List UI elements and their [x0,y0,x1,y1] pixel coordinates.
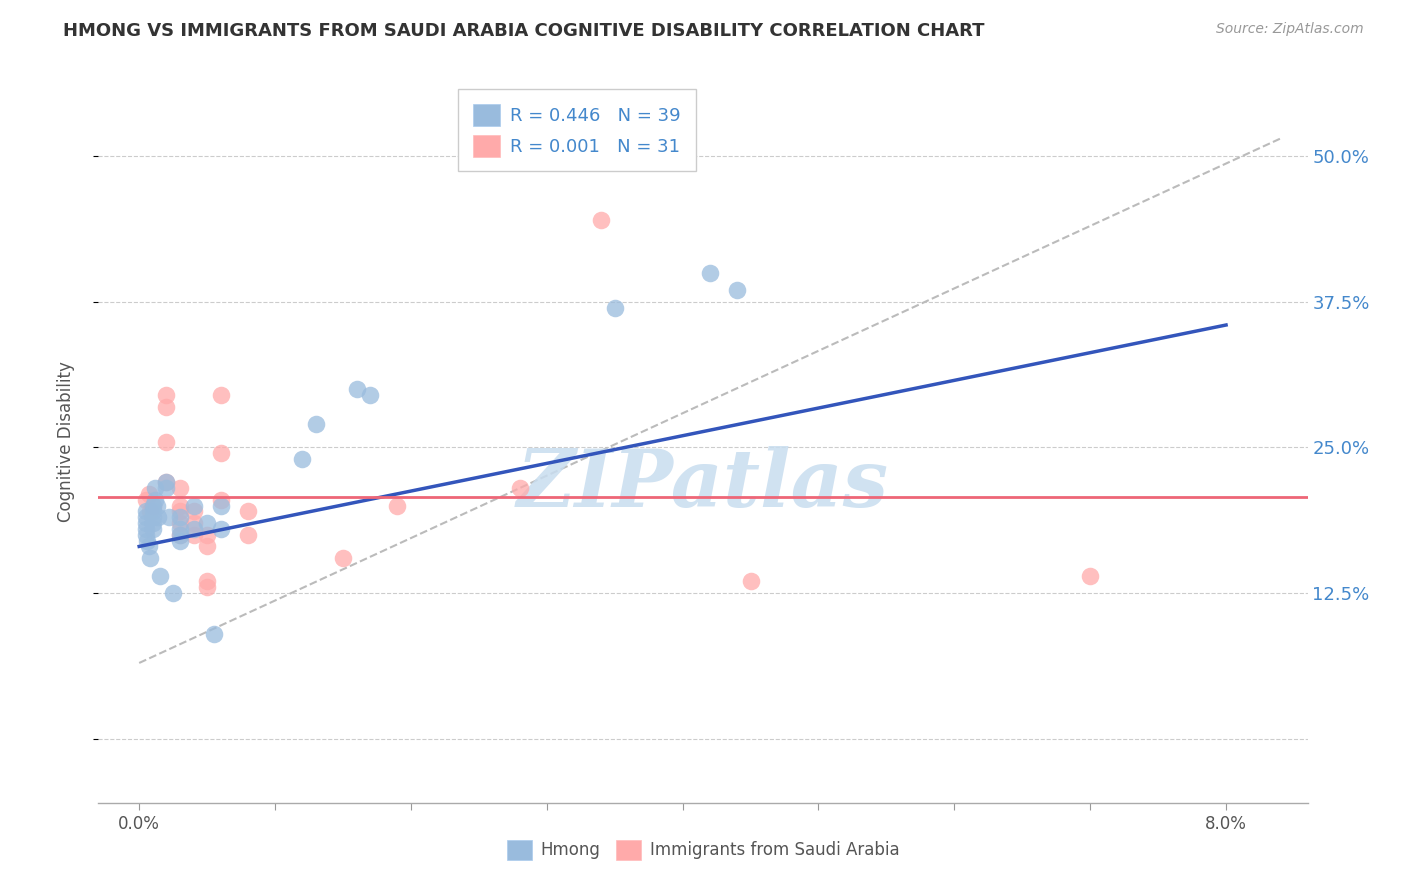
Point [169,528,191,542]
Point [169,528,191,542]
Point [157,510,180,524]
Y-axis label: Cognitive Disability: Cognitive Disability [56,361,75,522]
Legend: Hmong, Immigrants from Saudi Arabia: Hmong, Immigrants from Saudi Arabia [501,833,905,867]
Point [209,388,232,402]
Point [155,388,177,402]
Point [195,516,218,530]
Point [236,504,259,518]
Point [169,510,191,524]
Point [346,382,368,396]
Point [183,528,205,542]
Point [195,580,218,594]
Point [146,499,169,513]
Point [135,504,157,518]
Text: ZIPatlas: ZIPatlas [517,446,889,524]
Point [209,522,232,536]
Point [509,481,531,495]
Point [148,510,170,524]
Point [145,492,167,507]
Point [155,475,177,490]
Point [195,540,218,554]
Text: Source: ZipAtlas.com: Source: ZipAtlas.com [1216,22,1364,37]
Point [136,533,159,548]
Point [291,452,314,467]
Point [603,301,626,315]
Point [236,528,259,542]
Point [155,434,177,449]
Point [142,504,165,518]
Point [591,213,613,227]
Point [195,528,218,542]
Text: HMONG VS IMMIGRANTS FROM SAUDI ARABIA COGNITIVE DISABILITY CORRELATION CHART: HMONG VS IMMIGRANTS FROM SAUDI ARABIA CO… [63,22,984,40]
Point [387,499,409,513]
Point [195,574,218,589]
Point [183,499,205,513]
Point [139,551,162,566]
Point [135,492,157,507]
Point [135,510,157,524]
Point [135,522,157,536]
Point [142,499,165,513]
Point [138,487,160,501]
Point [183,516,205,530]
Point [155,400,177,414]
Point [138,540,160,554]
Point [148,568,170,582]
Point [155,475,177,490]
Point [202,627,225,641]
Point [142,499,165,513]
Point [142,516,165,530]
Point [169,504,191,518]
Point [155,481,177,495]
Point [699,266,721,280]
Point [1078,568,1101,582]
Point [145,481,167,495]
Point [135,516,157,530]
Point [169,522,191,536]
Point [209,446,232,460]
Point [725,283,748,297]
Point [169,533,191,548]
Point [169,499,191,513]
Point [183,522,205,536]
Point [169,481,191,495]
Point [359,388,381,402]
Point [332,551,354,566]
Point [139,504,162,518]
Point [135,528,157,542]
Point [305,417,328,431]
Point [162,586,184,600]
Point [209,492,232,507]
Point [142,510,165,524]
Point [183,504,205,518]
Point [209,499,232,513]
Point [740,574,762,589]
Point [169,516,191,530]
Point [142,522,165,536]
